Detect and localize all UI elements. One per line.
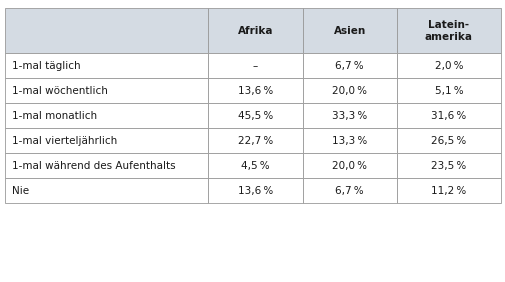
Text: 45,5 %: 45,5 % bbox=[237, 111, 273, 121]
Text: Asien: Asien bbox=[333, 26, 365, 36]
Bar bbox=[208, 128, 302, 153]
Text: 31,6 %: 31,6 % bbox=[430, 111, 466, 121]
Text: 23,5 %: 23,5 % bbox=[430, 160, 466, 171]
Bar bbox=[5, 128, 208, 153]
Bar bbox=[208, 8, 302, 53]
Bar bbox=[396, 178, 500, 203]
Text: 20,0 %: 20,0 % bbox=[332, 86, 367, 96]
Bar bbox=[208, 78, 302, 103]
Bar bbox=[302, 53, 396, 78]
Bar bbox=[5, 78, 208, 103]
Text: amerika: amerika bbox=[424, 32, 472, 42]
Text: 6,7 %: 6,7 % bbox=[335, 186, 363, 195]
Text: 1-mal täglich: 1-mal täglich bbox=[12, 61, 80, 71]
Bar bbox=[5, 178, 208, 203]
Bar bbox=[396, 103, 500, 128]
Text: 11,2 %: 11,2 % bbox=[430, 186, 466, 195]
Bar bbox=[396, 78, 500, 103]
Text: 13,3 %: 13,3 % bbox=[331, 136, 367, 146]
Bar bbox=[302, 78, 396, 103]
Text: 6,7 %: 6,7 % bbox=[335, 61, 363, 71]
Text: 33,3 %: 33,3 % bbox=[331, 111, 367, 121]
Text: 5,1 %: 5,1 % bbox=[434, 86, 462, 96]
Text: 2,0 %: 2,0 % bbox=[434, 61, 462, 71]
Text: 4,5 %: 4,5 % bbox=[241, 160, 269, 171]
Bar bbox=[5, 153, 208, 178]
Bar bbox=[5, 8, 208, 53]
Bar bbox=[208, 53, 302, 78]
Bar bbox=[208, 103, 302, 128]
Bar bbox=[302, 103, 396, 128]
Text: Latein-: Latein- bbox=[427, 20, 469, 30]
Bar bbox=[396, 8, 500, 53]
Bar bbox=[5, 53, 208, 78]
Text: 20,0 %: 20,0 % bbox=[332, 160, 367, 171]
Text: 1-mal wöchentlich: 1-mal wöchentlich bbox=[12, 86, 107, 96]
Bar bbox=[396, 153, 500, 178]
Text: Nie: Nie bbox=[12, 186, 29, 195]
Bar bbox=[208, 153, 302, 178]
Bar bbox=[5, 103, 208, 128]
Text: 26,5 %: 26,5 % bbox=[430, 136, 466, 146]
Text: 22,7 %: 22,7 % bbox=[237, 136, 273, 146]
Bar bbox=[302, 178, 396, 203]
Text: 1-mal monatlich: 1-mal monatlich bbox=[12, 111, 96, 121]
Text: 1-mal vierteljährlich: 1-mal vierteljährlich bbox=[12, 136, 117, 146]
Text: –: – bbox=[252, 61, 258, 71]
Bar bbox=[396, 128, 500, 153]
Bar bbox=[302, 153, 396, 178]
Bar bbox=[396, 53, 500, 78]
Text: 13,6 %: 13,6 % bbox=[237, 86, 273, 96]
Text: 13,6 %: 13,6 % bbox=[237, 186, 273, 195]
Bar bbox=[302, 128, 396, 153]
Text: Afrika: Afrika bbox=[237, 26, 273, 36]
Bar bbox=[302, 8, 396, 53]
Bar bbox=[208, 178, 302, 203]
Text: 1-mal während des Aufenthalts: 1-mal während des Aufenthalts bbox=[12, 160, 175, 171]
